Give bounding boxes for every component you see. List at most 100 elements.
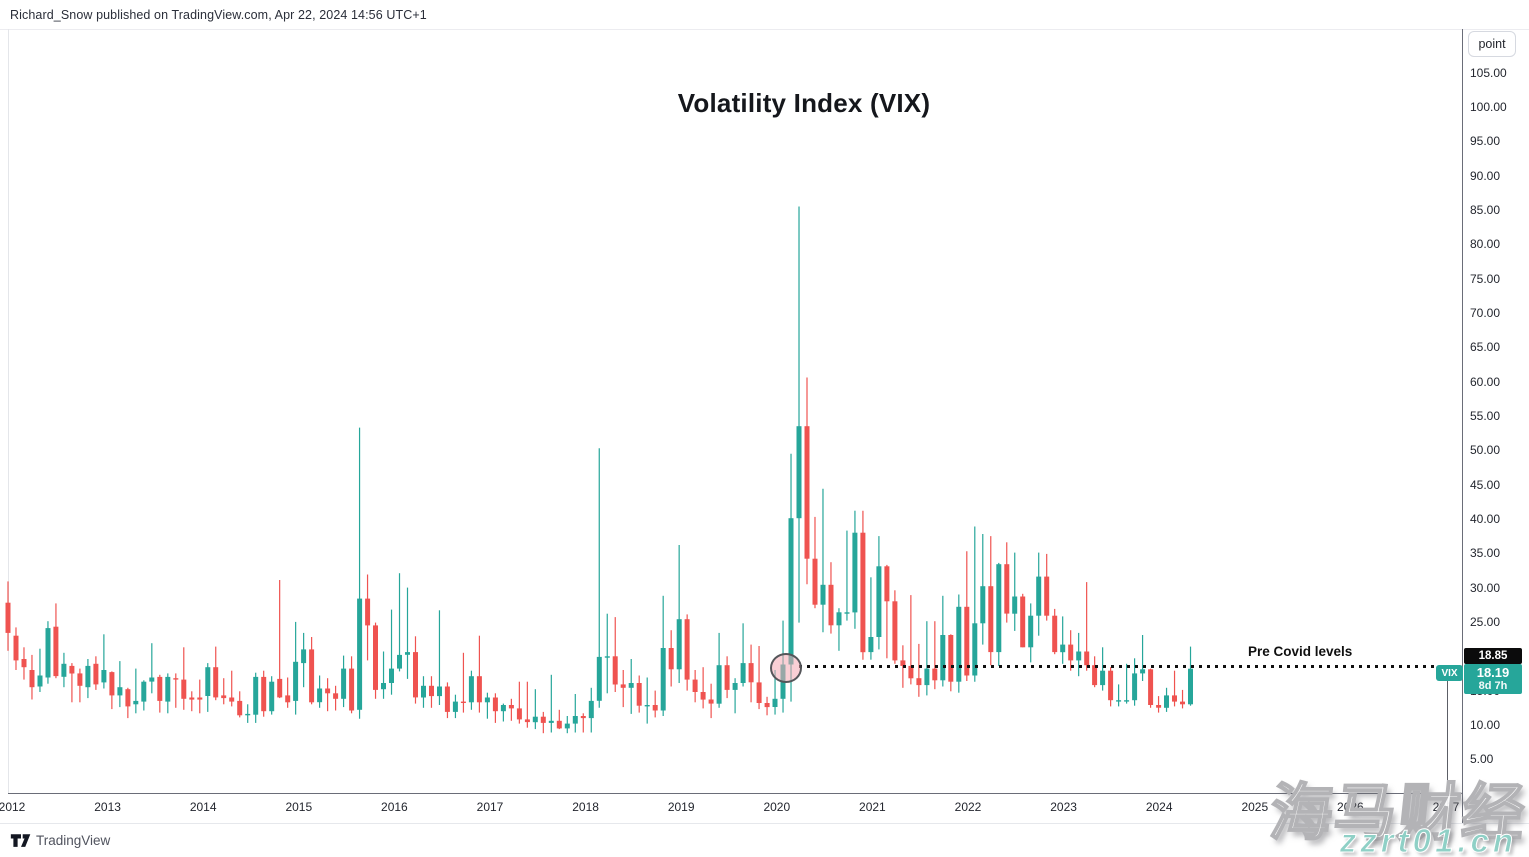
candle-body xyxy=(429,685,434,697)
year-tick-label: 2017 xyxy=(476,800,504,814)
candle-body xyxy=(1092,665,1098,686)
candle-body xyxy=(165,676,171,702)
covid-highlight-circle[interactable] xyxy=(770,653,802,683)
candle-body xyxy=(245,713,251,716)
price-tick-label: 65.00 xyxy=(1470,340,1501,355)
candle-body xyxy=(548,720,554,723)
candle-body xyxy=(13,635,19,661)
footer-border xyxy=(0,823,1529,824)
candle-body xyxy=(836,612,842,626)
candle-body xyxy=(564,723,570,729)
candle-body xyxy=(1028,615,1034,648)
candle-body xyxy=(876,566,882,637)
candle-body xyxy=(1076,651,1082,661)
candle-body xyxy=(652,705,658,711)
candle-body xyxy=(996,564,1002,653)
candle-body xyxy=(820,584,826,605)
candle-body xyxy=(1132,673,1138,701)
tradingview-logo-icon[interactable] xyxy=(10,832,32,850)
candle-body xyxy=(397,654,402,669)
candle-body xyxy=(1124,700,1130,702)
candle-body xyxy=(341,668,347,699)
symbol-badge: VIX xyxy=(1436,665,1463,681)
candle-body xyxy=(333,693,339,699)
candle-body xyxy=(1116,700,1122,702)
tradingview-brand-text[interactable]: TradingView xyxy=(36,833,111,848)
candle-body xyxy=(884,566,890,602)
price-tick-label: 60.00 xyxy=(1470,374,1501,389)
candle-body xyxy=(620,684,626,688)
candle-body xyxy=(1012,596,1018,614)
price-axis-border[interactable] xyxy=(1462,29,1463,823)
candle-body xyxy=(772,698,778,707)
year-tick-label: 2013 xyxy=(94,800,121,814)
candle-body xyxy=(524,719,530,723)
candle-body xyxy=(788,518,794,665)
candle-body xyxy=(173,678,179,680)
candle-body xyxy=(916,678,922,686)
candle-body xyxy=(437,686,442,697)
crosshair-vertical-line xyxy=(1447,680,1448,845)
candle-body xyxy=(117,687,123,696)
price-tick-label: 10.00 xyxy=(1470,717,1501,732)
candle-body xyxy=(644,705,650,707)
candle-body xyxy=(716,665,722,704)
candle-body xyxy=(892,601,898,661)
candle-body xyxy=(269,681,275,712)
year-tick-label: 2019 xyxy=(667,800,695,814)
candle-body xyxy=(860,532,866,653)
candle-body xyxy=(85,665,91,688)
candle-body xyxy=(932,668,938,681)
candle-body xyxy=(37,675,43,687)
price-tick-label: 35.00 xyxy=(1470,546,1501,561)
candle-body xyxy=(1156,705,1162,708)
candle-body xyxy=(900,660,906,666)
chart-title: Volatility Index (VIX) xyxy=(677,88,931,118)
year-tick-label: 2012 xyxy=(0,800,26,814)
candle-body xyxy=(5,602,11,633)
candle-body xyxy=(868,637,874,653)
candle-body xyxy=(125,689,131,707)
bar-countdown: 8d 7h xyxy=(1478,680,1508,692)
candle-body xyxy=(149,677,155,682)
candle-body xyxy=(580,716,586,719)
year-tick-label: 2027 xyxy=(1432,800,1460,814)
candle-body xyxy=(1100,670,1106,686)
candle-body xyxy=(556,720,562,729)
candle-body xyxy=(1172,695,1177,702)
time-axis-border[interactable] xyxy=(8,793,1462,794)
candle-body xyxy=(828,584,834,626)
price-tick-label: 40.00 xyxy=(1470,511,1501,526)
candle-body xyxy=(213,667,219,698)
candle-body xyxy=(756,682,762,703)
candle-body xyxy=(628,683,634,688)
candle-body xyxy=(1052,615,1058,653)
year-tick-label: 2016 xyxy=(381,800,408,814)
candle-body xyxy=(924,668,930,686)
candle-body xyxy=(692,679,698,692)
candle-body xyxy=(253,676,259,715)
candle-body xyxy=(157,676,163,701)
price-tick-label: 55.00 xyxy=(1470,408,1501,423)
price-line-value-badge: 18.85 xyxy=(1464,648,1522,664)
price-unit-button[interactable]: point xyxy=(1468,31,1516,57)
candle-body xyxy=(740,663,746,683)
candle-body xyxy=(1068,644,1074,661)
candle-body xyxy=(484,697,490,703)
year-tick-label: 2025 xyxy=(1241,800,1269,814)
candle-body xyxy=(980,586,986,624)
candle-body xyxy=(660,648,666,711)
candle-body xyxy=(221,695,227,699)
candle-body xyxy=(229,697,235,702)
candle-body xyxy=(277,678,283,698)
pre-covid-dotted-line[interactable] xyxy=(799,665,1434,668)
candle-body xyxy=(724,665,730,690)
candle-body xyxy=(516,708,522,720)
price-tick-label: 50.00 xyxy=(1470,443,1501,458)
candle-body xyxy=(612,656,618,685)
candle-body xyxy=(540,716,546,723)
candle-body xyxy=(1020,596,1026,648)
candle-body xyxy=(141,681,147,702)
candle-body xyxy=(460,701,466,703)
